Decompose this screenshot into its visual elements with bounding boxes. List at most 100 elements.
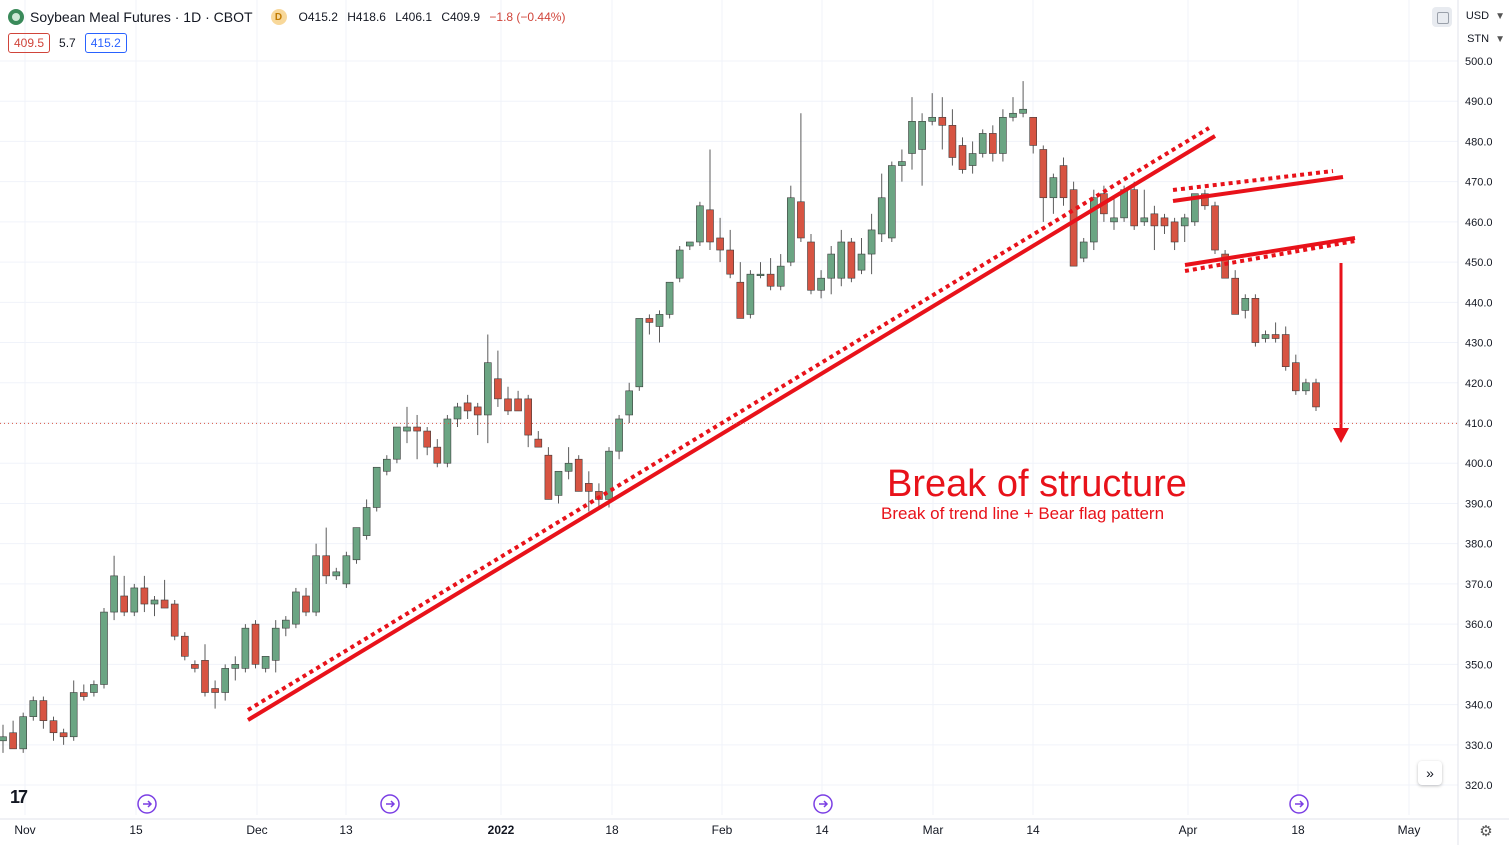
candle-up bbox=[150, 595, 159, 617]
trendline-solid bbox=[246, 134, 1217, 722]
time-tick-label: Nov bbox=[14, 823, 35, 837]
candle-down bbox=[584, 471, 593, 512]
price-tick-label: 460.0 bbox=[1465, 217, 1493, 229]
price-tick-label: 390.0 bbox=[1465, 498, 1493, 510]
soybean-icon bbox=[8, 9, 24, 25]
trend-drawings bbox=[246, 126, 1356, 722]
candle-down bbox=[544, 447, 553, 500]
flag-lower-dotted bbox=[1184, 239, 1356, 273]
price-tick-label: 420.0 bbox=[1465, 378, 1493, 390]
candle-down bbox=[1130, 181, 1138, 230]
candle-body bbox=[302, 595, 310, 613]
candle-body bbox=[1090, 197, 1098, 243]
candle-body bbox=[877, 197, 886, 235]
candle-down bbox=[766, 258, 775, 291]
candle-down bbox=[988, 125, 997, 162]
event-arrow-icon[interactable] bbox=[137, 794, 157, 814]
candle-body bbox=[574, 458, 583, 492]
candle-up bbox=[665, 281, 674, 319]
delay-badge[interactable]: D bbox=[270, 9, 287, 25]
candle-up bbox=[271, 620, 280, 673]
candle-down bbox=[938, 97, 947, 150]
candle-down bbox=[322, 527, 331, 584]
candle-up bbox=[877, 173, 886, 242]
candle-body bbox=[817, 277, 825, 291]
candle-body bbox=[554, 470, 563, 496]
price-tick-label: 410.0 bbox=[1465, 418, 1493, 430]
unit-selector[interactable]: STN ▼ bbox=[1467, 33, 1505, 45]
candle-down bbox=[494, 350, 502, 407]
gear-icon[interactable]: ⚙ bbox=[1479, 823, 1493, 840]
candle-body bbox=[483, 362, 492, 416]
candle-up bbox=[0, 724, 7, 753]
candle-up bbox=[635, 318, 644, 391]
price-tick-label: 440.0 bbox=[1465, 297, 1493, 309]
candle-down bbox=[59, 728, 68, 745]
price-tick-label: 340.0 bbox=[1465, 700, 1493, 712]
candle-body bbox=[322, 555, 331, 577]
candle-body bbox=[1170, 221, 1179, 243]
event-marker-arrow bbox=[1295, 800, 1305, 808]
scroll-to-realtime-button[interactable]: » bbox=[1418, 761, 1442, 785]
candle-body bbox=[786, 197, 795, 263]
bid-price-button[interactable]: 409.5 bbox=[8, 33, 51, 53]
candle-down bbox=[514, 390, 522, 412]
candle-body bbox=[1110, 217, 1118, 223]
candle-down bbox=[574, 455, 583, 492]
candle-down bbox=[645, 314, 654, 335]
candle-up bbox=[908, 97, 916, 170]
candle-up bbox=[393, 426, 401, 464]
candle-body bbox=[130, 587, 139, 613]
chevron-down-icon: ▼ bbox=[1495, 33, 1505, 45]
candle-down bbox=[1281, 326, 1290, 371]
candle-body bbox=[1130, 189, 1138, 227]
candle-up bbox=[241, 624, 250, 673]
candle-body bbox=[160, 599, 169, 609]
candle-up bbox=[605, 447, 613, 508]
candle-up bbox=[69, 680, 78, 741]
candle-body bbox=[928, 116, 937, 122]
symbol-title[interactable]: Soybean Meal Futures · 1D · CBOT bbox=[30, 9, 253, 25]
currency-selector[interactable]: USD ▼ bbox=[1466, 10, 1505, 22]
ask-price-button[interactable]: 415.2 bbox=[84, 33, 127, 53]
candle-body bbox=[413, 426, 421, 432]
event-arrow-icon[interactable] bbox=[1289, 794, 1309, 814]
fullscreen-icon[interactable] bbox=[1432, 7, 1452, 27]
tradingview-logo-icon[interactable]: 17 bbox=[10, 787, 28, 807]
candle-body bbox=[908, 121, 916, 154]
candle-body bbox=[352, 527, 361, 561]
candle-down bbox=[1292, 354, 1300, 395]
flag-lower-solid bbox=[1184, 236, 1356, 267]
candle-body bbox=[706, 209, 714, 243]
candle-down bbox=[433, 439, 442, 468]
candle-up bbox=[968, 141, 977, 174]
price-tick-label: 500.0 bbox=[1465, 56, 1493, 68]
candle-body bbox=[49, 720, 58, 734]
candle-body bbox=[251, 623, 260, 665]
breakdown-arrow-head bbox=[1333, 428, 1349, 443]
candle-body bbox=[181, 635, 189, 657]
candle-body bbox=[847, 241, 856, 279]
event-arrow-icon[interactable] bbox=[813, 794, 833, 814]
candle-body bbox=[1221, 253, 1229, 279]
candle-body bbox=[1231, 277, 1239, 315]
candle-body bbox=[999, 116, 1007, 154]
candle-body bbox=[170, 603, 179, 637]
time-tick-label: Mar bbox=[923, 823, 944, 837]
candle-down bbox=[716, 217, 724, 263]
unit-label: STN bbox=[1467, 33, 1490, 45]
candle-body bbox=[584, 483, 593, 492]
candle-body bbox=[403, 426, 411, 432]
candle-up bbox=[332, 567, 341, 580]
candle-body bbox=[1312, 382, 1320, 408]
candle-down bbox=[9, 720, 17, 750]
candle-body bbox=[514, 398, 522, 412]
candle-body bbox=[1271, 334, 1280, 339]
candle-body bbox=[1079, 241, 1088, 259]
event-arrow-icon[interactable] bbox=[380, 794, 400, 814]
candle-down bbox=[847, 237, 856, 283]
candle-body bbox=[696, 205, 704, 243]
candle-down bbox=[1170, 217, 1179, 251]
candle-up bbox=[1019, 81, 1027, 118]
